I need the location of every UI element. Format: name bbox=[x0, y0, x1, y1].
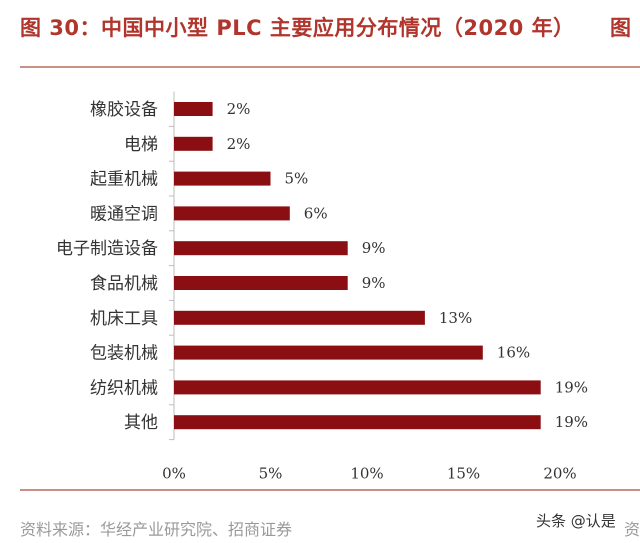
x-tick-label: 0% bbox=[162, 465, 186, 483]
bar bbox=[174, 380, 541, 395]
category-label: 起重机械 bbox=[90, 170, 158, 190]
x-tick-label: 10% bbox=[350, 465, 383, 483]
category-label: 包装机械 bbox=[90, 344, 158, 364]
category-label: 电子制造设备 bbox=[56, 239, 158, 259]
figure-title-cut-right: 图 bbox=[610, 16, 631, 40]
bar bbox=[174, 171, 271, 186]
category-label: 其他 bbox=[124, 413, 158, 433]
category-label: 食品机械 bbox=[90, 274, 158, 294]
top-rule bbox=[20, 66, 640, 68]
data-label: 2% bbox=[227, 100, 251, 118]
bottom-rule bbox=[20, 489, 640, 491]
bar bbox=[174, 102, 213, 116]
figure-title: 图 30：中国中小型 PLC 主要应用分布情况（2020 年） bbox=[20, 16, 575, 40]
bar bbox=[174, 206, 290, 221]
data-label: 5% bbox=[285, 170, 309, 188]
data-label: 16% bbox=[497, 344, 530, 362]
data-label: 9% bbox=[362, 239, 386, 257]
data-label: 19% bbox=[555, 413, 588, 431]
data-label: 6% bbox=[304, 204, 328, 222]
x-tick-label: 15% bbox=[447, 465, 480, 483]
data-label: 2% bbox=[227, 135, 251, 153]
source-note-cut-right: 资 bbox=[624, 520, 640, 539]
data-label: 19% bbox=[555, 378, 588, 396]
category-label: 电梯 bbox=[124, 135, 158, 155]
watermark: 头条 @认是 bbox=[536, 512, 616, 530]
category-label: 暖通空调 bbox=[90, 204, 158, 224]
bar bbox=[174, 345, 483, 360]
horizontal-bar-chart: 橡胶设备 2% 电梯 2% 起重机械 5% 暖通空调 6% 电子制造设备 9% 食品机械 9% 机床工具… bbox=[56, 91, 588, 483]
bar bbox=[174, 241, 348, 256]
category-label: 机床工具 bbox=[90, 309, 158, 329]
bar bbox=[174, 310, 425, 325]
bar bbox=[174, 276, 348, 290]
data-label: 9% bbox=[362, 274, 386, 292]
bar bbox=[174, 136, 213, 151]
category-label: 橡胶设备 bbox=[90, 100, 158, 120]
category-label: 纺织机械 bbox=[90, 378, 158, 398]
data-label: 13% bbox=[439, 309, 472, 327]
source-note: 资料来源：华经产业研究院、招商证券 bbox=[20, 520, 293, 539]
x-tick-label: 5% bbox=[259, 465, 283, 483]
x-tick-label: 20% bbox=[543, 465, 576, 483]
bar bbox=[174, 415, 541, 430]
